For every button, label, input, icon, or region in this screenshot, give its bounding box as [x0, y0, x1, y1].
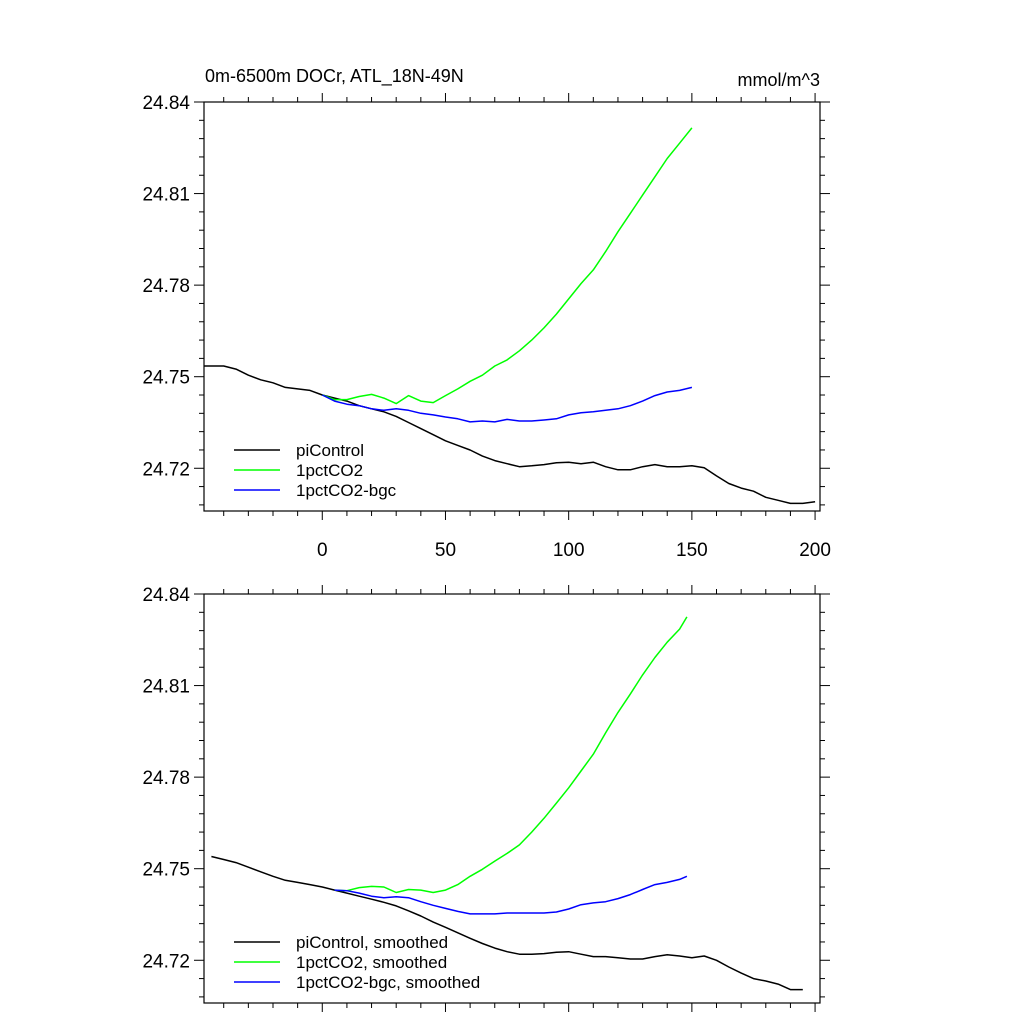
plot-frame	[203, 101, 821, 512]
series-line-1	[211, 855, 803, 991]
x-tick-label: 200	[799, 540, 831, 561]
x-tick-label: 0	[317, 540, 328, 561]
legend-label: 1pctCO2	[296, 461, 363, 480]
series-line-3	[321, 386, 693, 423]
x-tick-label: 150	[676, 540, 708, 561]
legend-label: 1pctCO2-bgc	[296, 481, 397, 500]
plot-frame	[203, 593, 821, 1004]
legend-label: piControl	[296, 441, 364, 460]
y-tick-label: 24.72	[142, 459, 190, 480]
y-tick-label: 24.75	[142, 368, 190, 389]
y-tick-label: 24.75	[142, 860, 190, 881]
legend-label: 1pctCO2-bgc, smoothed	[296, 973, 480, 992]
y-tick-label: 24.84	[142, 93, 190, 114]
y-tick-label: 24.81	[142, 185, 190, 206]
legend-label: 1pctCO2, smoothed	[296, 953, 447, 972]
x-tick-label: 100	[553, 540, 585, 561]
x-tick-label: 50	[435, 540, 456, 561]
y-tick-label: 24.84	[142, 585, 190, 606]
series-line-3	[334, 875, 688, 915]
series-line-2	[322, 127, 693, 405]
y-tick-label: 24.81	[142, 677, 190, 698]
y-tick-label: 24.72	[142, 951, 190, 972]
y-tick-label: 24.78	[142, 768, 190, 789]
legend-label: piControl, smoothed	[296, 933, 448, 952]
series-line-1	[204, 365, 816, 505]
bottom-panel: 24.72 24.75 24.78 24.81 24.84 piControl, smoo…	[142, 585, 830, 1012]
top-panel: 0 50 100 150 200 24.72 24.75 24.78 24.81 24.84 piC…	[142, 93, 831, 561]
series-line-2	[334, 616, 688, 894]
figure-title: 0m-6500m DOCr, ATL_18N-49N	[205, 66, 464, 87]
figure-units: mmol/m^3	[738, 70, 820, 90]
y-tick-label: 24.78	[142, 276, 190, 297]
